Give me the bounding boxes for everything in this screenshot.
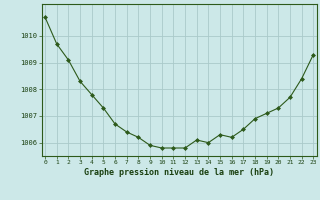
X-axis label: Graphe pression niveau de la mer (hPa): Graphe pression niveau de la mer (hPa) — [84, 168, 274, 177]
